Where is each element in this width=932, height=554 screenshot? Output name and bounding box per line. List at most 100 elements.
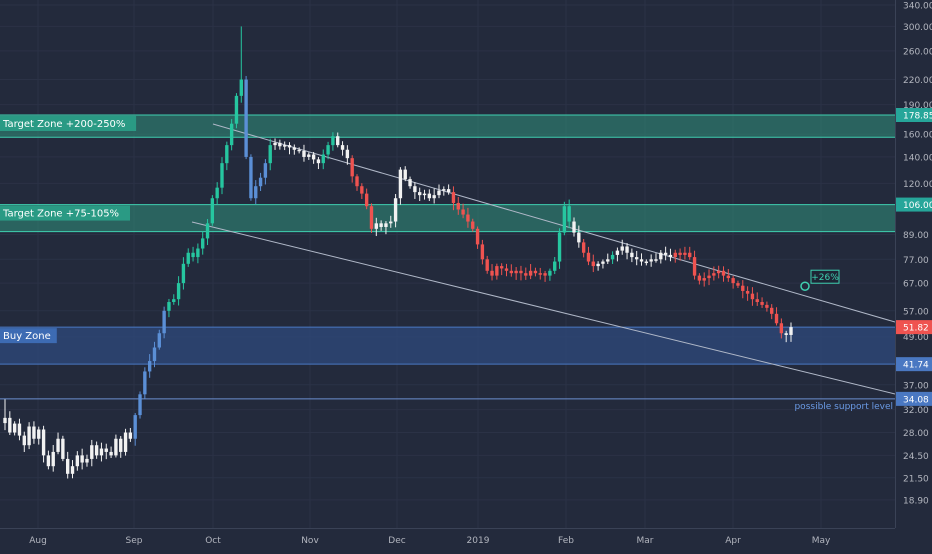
candle [480,239,485,265]
channel-upper-line [212,123,896,323]
candle [606,253,610,264]
candle-body [692,257,697,276]
candle-body [726,275,731,279]
candle-body [586,252,591,262]
candle-body [321,154,325,164]
candle-body [8,417,12,433]
candle [668,248,673,262]
candle [273,138,277,150]
candle [350,155,354,183]
candle [345,145,350,165]
candle [321,149,325,170]
candle-body [254,186,258,199]
candle [586,246,591,266]
candle-body [268,145,272,164]
candle [591,254,595,273]
candle-body [635,257,639,260]
candle [398,167,403,205]
candle [32,421,36,444]
candle-body [721,270,726,276]
candle [789,322,793,342]
candle [427,189,432,202]
candle-body [620,246,624,251]
candle-body [504,268,509,271]
price-tick-label: 18.90 [903,496,929,506]
candle-body [456,202,460,210]
zone-label: Buy Zone [3,331,51,342]
candle [726,269,731,282]
candle-body [109,451,113,456]
candle-body [201,238,205,249]
candle [688,246,692,260]
candle-body [220,163,224,188]
candle [70,460,75,479]
candle [364,188,369,210]
candle-body [688,252,692,258]
candle-body [292,147,297,150]
candle [307,152,311,160]
candle [499,263,504,276]
candle [485,255,489,274]
candle-body [379,223,383,227]
candle-body [389,221,393,224]
candle-body [591,261,595,267]
candle [495,263,499,280]
time-tick-label: Dec [388,536,405,546]
candle [225,141,229,171]
candle-body [85,458,89,463]
candle [12,421,17,436]
price-tick-label: 140.00 [903,153,932,163]
candle [610,251,615,264]
zone-band [0,327,895,365]
price-marker-label: 178.85 [903,111,932,121]
candle-body [741,285,745,291]
candle-body [181,263,186,284]
candle-body [229,123,234,146]
price-tick-label: 37.00 [903,381,929,391]
zone-label: Target Zone +75-105% [2,209,119,220]
candle-body [577,232,581,243]
candle [254,180,258,205]
candle [85,454,89,467]
candle [167,298,171,318]
candle-body [297,149,301,152]
candle [278,139,282,150]
candle [152,341,157,368]
candle [389,215,393,228]
candle-body [789,327,793,335]
candle [683,246,687,260]
zone-band [0,204,895,232]
candle [731,275,735,289]
candle-body [196,248,200,258]
candle-body [225,145,229,164]
candle [215,182,219,205]
candle [745,286,750,301]
candle-body [210,198,215,224]
candle-body [65,458,70,474]
candle [673,249,677,263]
candle [191,246,195,262]
candle [562,201,567,236]
candle-body [495,266,499,276]
candle-body [466,214,470,222]
candle [244,75,248,160]
candle [490,264,494,281]
candle-body [413,186,417,193]
candle [302,144,306,162]
price-tick-label: 77.00 [903,256,929,266]
candle-body [331,136,335,146]
candle [176,276,181,306]
candle [678,248,682,261]
candle-body [514,270,518,274]
candle-body [369,206,374,229]
candle [75,451,80,471]
candle-body [258,177,263,187]
candle [17,418,22,441]
candle [519,265,523,281]
candle [466,207,470,228]
candle [702,272,706,287]
candle [268,138,272,171]
candle [22,431,26,452]
